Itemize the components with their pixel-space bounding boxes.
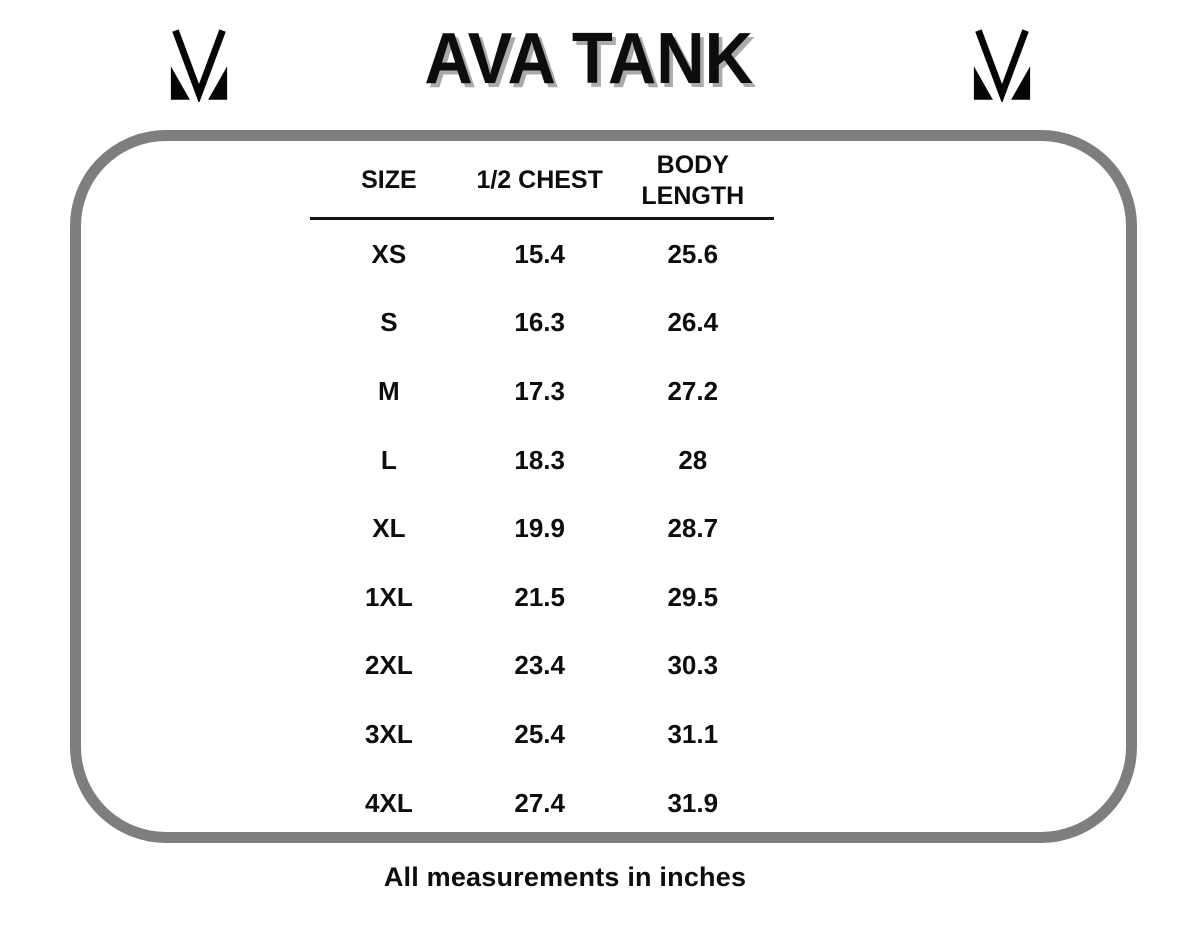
size-cell: 4XL <box>365 787 413 818</box>
body-length-cell: 30.3 <box>667 650 719 681</box>
size-cell: 3XL <box>365 718 413 749</box>
body-length-cell: 26.4 <box>667 307 719 338</box>
body-length-cell: 29.5 <box>667 581 719 612</box>
size-cell: XL <box>372 513 406 544</box>
table-row: 3XL 25.4 31.1 <box>310 700 774 769</box>
brand-logo-icon <box>973 29 1031 102</box>
column-header-body-length: BODY LENGTH <box>641 150 745 210</box>
column-header-size: SIZE <box>361 166 417 195</box>
table-row: 1XL 21.5 29.5 <box>310 563 774 632</box>
half-chest-cell: 25.4 <box>514 718 565 749</box>
table-row: XL 19.9 28.7 <box>310 494 774 563</box>
size-cell: S <box>380 307 398 338</box>
half-chest-cell: 23.4 <box>514 650 565 681</box>
table-row: 2XL 23.4 30.3 <box>310 632 774 701</box>
page-title: AVA TANK <box>0 18 1178 100</box>
table-row: S 16.3 26.4 <box>310 289 774 358</box>
size-table: SIZE 1/2 CHEST BODY LENGTH XS 15.4 25.6 … <box>310 148 774 837</box>
half-chest-cell: 19.9 <box>514 513 565 544</box>
size-chart-panel <box>70 130 1137 843</box>
table-row: 4XL 27.4 31.9 <box>310 769 774 838</box>
size-table-header: SIZE 1/2 CHEST BODY LENGTH <box>310 148 774 214</box>
size-cell: 2XL <box>365 650 413 681</box>
body-length-cell: 28.7 <box>667 513 719 544</box>
brand-logo-icon <box>170 29 228 102</box>
table-row: M 17.3 27.2 <box>310 357 774 426</box>
body-length-cell: 31.1 <box>667 718 719 749</box>
half-chest-cell: 18.3 <box>514 444 565 475</box>
body-length-cell: 27.2 <box>667 375 719 406</box>
half-chest-cell: 27.4 <box>514 787 565 818</box>
column-header-half-chest: 1/2 CHEST <box>476 166 603 195</box>
size-table-body: XS 15.4 25.6 S 16.3 26.4 M 17.3 27.2 L 1… <box>310 220 774 837</box>
body-length-cell: 31.9 <box>667 787 719 818</box>
half-chest-cell: 16.3 <box>514 307 565 338</box>
size-cell: M <box>378 375 400 406</box>
size-cell: 1XL <box>365 581 413 612</box>
body-length-cell: 28 <box>678 444 708 475</box>
body-length-cell: 25.6 <box>667 238 719 269</box>
page-title-text: AVA TANK <box>424 19 754 99</box>
half-chest-cell: 15.4 <box>514 238 565 269</box>
table-row: XS 15.4 25.6 <box>310 220 774 289</box>
half-chest-cell: 17.3 <box>514 375 565 406</box>
header-divider <box>310 217 774 220</box>
measurements-footnote: All measurements in inches <box>383 862 747 892</box>
table-row: L 18.3 28 <box>310 426 774 495</box>
size-cell: L <box>380 444 397 475</box>
size-cell: XS <box>371 238 407 269</box>
half-chest-cell: 21.5 <box>514 581 565 612</box>
